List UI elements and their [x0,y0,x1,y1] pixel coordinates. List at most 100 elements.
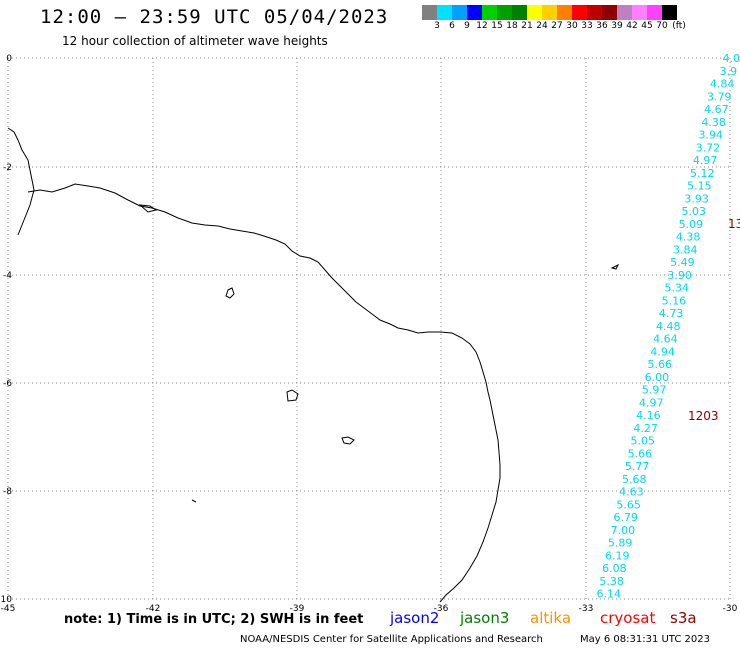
wave-height-reading: 5.77 [625,460,650,473]
y-tick-label: -6 [3,379,12,389]
wave-height-reading: 6.79 [614,511,639,524]
wave-height-reading: 5.05 [631,435,656,448]
legend-swatch [662,5,677,20]
x-tick-label: -36 [434,604,449,614]
wave-height-reading: 4.27 [633,422,658,435]
wave-height-reading: 5.38 [599,575,624,588]
wave-height-reading: 5.66 [648,358,673,371]
legend-swatch [647,5,662,20]
wave-height-reading: 4.67 [704,103,729,116]
footer-note: note: 1) Time is in UTC; 2) SWH is in fe… [64,612,364,627]
wave-height-reading: 6.00 [645,371,670,384]
y-tick-label: -10 [0,595,12,605]
coastline-north [7,127,35,236]
legend-label: 18 [506,21,518,31]
coastline [7,127,620,603]
legend-label: 15 [491,21,503,31]
legend-swatch [572,5,587,20]
legend-label: 21 [521,21,533,31]
legend-swatch [632,5,647,20]
wave-height-reading: 5.97 [642,384,667,397]
x-tick-label: -42 [146,604,161,614]
wave-height-reading: 5.12 [690,167,715,180]
wave-height-reading: 5.65 [616,498,641,511]
wave-height-reading: 4.97 [693,154,718,167]
legend-label: 3 [434,21,440,31]
legend-swatch [422,5,437,20]
wave-height-reading: 4.64 [653,333,678,346]
legend-label: 42 [626,21,638,31]
satellite-label-cryosat: cryosat [600,609,656,627]
wave-height-reading: 3.79 [707,90,732,103]
legend-swatch [437,5,452,20]
wave-height-reading: 4.94 [650,345,675,358]
wave-height-reading: 5.15 [687,180,712,193]
legend-label: 12 [476,21,488,31]
wave-height-reading: 6.19 [605,549,630,562]
time-label-13: 13 [728,217,740,231]
legend-swatch [557,5,572,20]
time-label-1203: 1203 [688,409,719,423]
legend-label: 9 [464,21,470,31]
wave-height-reading: 4.0 [723,52,740,65]
wave-height-reading: 5.09 [679,218,704,231]
x-tick-label: -30 [723,604,738,614]
x-tick-label: -33 [579,604,594,614]
wave-height-reading: 5.49 [670,256,695,269]
y-tick-label: 0 [6,54,12,64]
legend-swatch [602,5,617,20]
x-axis-ticks: -45 -42 -39 -36 -33 -30 [1,604,738,614]
wave-height-reading: 5.66 [628,447,653,460]
wave-height-reading: 4.84 [710,78,735,91]
legend-swatch [587,5,602,20]
wave-height-reading: 4.16 [636,409,661,422]
legend-label: 36 [596,21,608,31]
satellite-label-s3a: s3a [670,609,697,627]
wave-height-reading: 3.90 [667,269,692,282]
y-tick-label: -8 [3,487,12,497]
wave-height-readings: 4.03.94.843.794.674.383.943.724.975.125.… [597,52,740,601]
wave-height-reading: 6.14 [597,588,622,601]
y-tick-label: -4 [3,271,12,281]
wave-height-reading: 4.38 [701,116,726,129]
wave-height-reading: 6.08 [602,562,627,575]
y-axis-ticks: 0 -2 -4 -6 -8 -10 [0,54,12,605]
satellite-label-altika: altika [530,609,572,627]
wave-height-reading: 5.34 [665,282,690,295]
island-1 [225,287,235,299]
legend-swatch [512,5,527,20]
footer-credit: NOAA/NESDIS Center for Satellite Applica… [240,634,543,645]
island-3 [341,436,355,445]
legend-label: 70 [656,21,668,31]
island-5 [610,263,620,270]
legend-swatch [452,5,467,20]
x-tick-label: -45 [1,604,16,614]
island-6 [191,499,197,503]
grid-lines [7,57,731,600]
color-legend-labels: 3 6 9 12 15 18 21 24 27 30 33 36 39 42 45 70 (ft) [422,21,740,33]
y-tick-label: -2 [3,163,12,173]
legend-label: 33 [581,21,593,31]
wave-height-reading: 4.38 [676,231,701,244]
wave-height-reading: 5.16 [662,294,687,307]
wave-height-reading: 5.03 [682,205,707,218]
wave-height-reading: 3.94 [699,129,724,142]
island-2 [286,389,299,402]
footer-date: May 6 08:31:31 UTC 2023 [580,634,710,645]
legend-label: (ft) [672,21,686,31]
legend-swatch [527,5,542,20]
legend-swatch [482,5,497,20]
legend-label: 27 [551,21,563,31]
wave-height-reading: 7.00 [611,524,636,537]
legend-label: 30 [566,21,578,31]
map-title: 12:00 – 23:59 UTC 05/04/2023 [40,6,389,28]
legend-swatch [617,5,632,20]
legend-swatch [542,5,557,20]
color-legend [422,5,677,20]
wave-height-reading: 4.63 [619,486,644,499]
island-4 [138,204,158,213]
wave-height-reading: 4.73 [659,307,684,320]
map-subtitle: 12 hour collection of altimeter wave hei… [62,34,328,48]
wave-height-reading: 3.84 [673,243,698,256]
